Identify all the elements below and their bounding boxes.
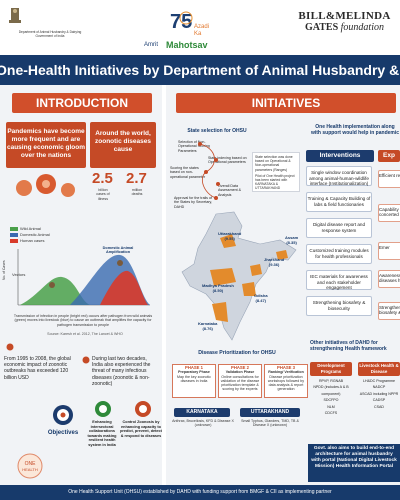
step-scoring: Scoring the states based on non-operatio… [170, 166, 206, 179]
vectors-label: Vectors [12, 272, 26, 277]
info-bullet-icon [6, 343, 14, 351]
map-label-karnataka: Karnataka (8.76) [198, 321, 218, 331]
expected-header: Exp [378, 150, 400, 162]
objectives-icon [53, 405, 73, 425]
india-map [181, 211, 297, 341]
gates-foundation-logo: BILL&MELINDA GATES foundation [298, 10, 391, 33]
map-label-jharkhand: Jharkhand (9.36) [264, 257, 285, 267]
stat-deaths-label: million deaths [131, 188, 143, 197]
implementation-title: One Health implementation along with sup… [310, 124, 400, 136]
karnataka-badge: KARNATAKA [174, 408, 230, 417]
selection-flow-arrows [198, 142, 220, 200]
stat-deaths-value: 2.7 [126, 170, 147, 187]
interventions-header: Interventions [306, 150, 374, 162]
map-label-assam: Assam (8.35) [285, 235, 299, 245]
initiatives-heading: INITIATIVES [176, 93, 396, 113]
expected-list: Efficient response Capability & concerte… [378, 166, 400, 336]
chart-source: Source: Karesh et al. 2012, The Lancet &… [47, 332, 123, 336]
legend-wild: Wild Animal [10, 226, 41, 231]
intervention-item: IEC materials for awareness and each sta… [306, 270, 372, 290]
svg-text:Amrit: Amrit [144, 42, 158, 48]
expected-item: Capability & concerted strength [378, 204, 400, 222]
uttarakhand-diseases: Small Typhus, Glanders, TMD, TB & Diseas… [241, 419, 299, 428]
info-bullet-icon [82, 356, 90, 364]
introduction-heading: INTRODUCTION [12, 93, 152, 113]
zoonotic-stats: 2.5 billion cases of illness 2.7 million de… [88, 170, 162, 210]
transmission-diagram [17, 249, 150, 306]
legend-domestic: Domestic Animal [10, 232, 50, 237]
legend-human: Human cases [10, 238, 44, 243]
footer-banner: One Health Support Unit (OHSU) establish… [0, 485, 400, 500]
expected-item: Awareness diseases high risk [378, 270, 400, 288]
title-banner: One-Health Initiatives by Department of … [0, 55, 400, 85]
intervention-item: Single window coordination among animal-… [306, 166, 372, 186]
svg-text:Ka: Ka [194, 31, 202, 37]
other-initiatives-title: Other initiatives of DAHD for strengthen… [310, 340, 387, 352]
stat-cases-label: billion cases of illness [96, 188, 110, 201]
intervention-item: Training & Capacity Building of labs & f… [306, 192, 372, 212]
state-selection-title: State selection for OHSU [187, 128, 247, 134]
azadi-ka-amrit-mahotsav-logo: 75 Azadi Ka Amrit Mahotsav [144, 11, 209, 50]
svg-text:Azadi: Azadi [194, 24, 209, 30]
development-programs-header: Development Programs [310, 362, 352, 376]
step-assessment: Overall Data Assessment & Analysis [218, 184, 241, 197]
svg-text:Mahotsav: Mahotsav [166, 40, 208, 50]
phase-2-card: PHASE 2 Validation Phase Online consulta… [218, 364, 262, 398]
step-non-operational: Selection of Non-Operational Scoring Par… [178, 140, 210, 153]
virus-icon [16, 174, 75, 197]
map-label-uttarakhand: Uttarakhand (9.55) [218, 231, 242, 241]
objective-collaboration: Enhancing intersectoral collaborations t… [87, 420, 117, 447]
collaboration-icon [95, 401, 111, 417]
expected-item: Strengthening biosafety & [378, 302, 400, 320]
economic-impact-text: From 1995 to 2008, the global economic i… [4, 356, 71, 381]
header: Department of Animal Husbandry & Dairyin… [0, 0, 400, 55]
objective-control-zoonosis: Control Zoonosis by enhancing capacity t… [120, 420, 162, 438]
uttarakhand-badge: UTTARAKHAND [240, 408, 300, 417]
svg-text:HEALTH: HEALTH [22, 467, 38, 472]
stat-cases-value: 2.5 [92, 170, 113, 187]
intervention-item: Strengthening biosafety & biosecurity [306, 296, 372, 316]
development-programs-list: RPVP, RGNAB NPDD (includes A & B compone… [313, 379, 349, 416]
chart-axis-label: No. of Cases [2, 260, 6, 280]
national-emblem-icon [9, 8, 21, 23]
selection-note-box: State selection was done based on Operat… [252, 152, 300, 192]
svg-text:ONE: ONE [25, 461, 37, 467]
step-approval: Approval for the trails of the States by… [174, 196, 213, 209]
livestock-health-header: Livestock Health & Disease [358, 362, 400, 376]
zoonotic-box: Around the world, zoonotic diseases caus… [90, 122, 156, 168]
one-health-seal-icon: ONE HEALTH [17, 453, 43, 479]
phase-1-card: PHASE 1 Preparatory Phase Map the key zo… [172, 364, 216, 398]
map-label-madhya-pradesh: Madhya Pradesh (8.50) [202, 283, 234, 293]
expected-item: Emer [378, 242, 400, 260]
step-operational-indexing: State indexing based on Operational para… [208, 156, 247, 165]
intervention-item: Customized training modules for health p… [306, 244, 372, 264]
india-threat-text: During last two decades, India also expe… [92, 356, 151, 387]
domestic-amplification-label: Domestic Animal Amplification [102, 246, 134, 255]
govt-architecture-box: Govt. also aims to build end-to-end arch… [308, 444, 400, 482]
ministry-name: Department of Animal Husbandry & Dairyin… [18, 30, 82, 38]
map-label-odisha: Odisha (8.47) [254, 293, 268, 303]
objectives-label: Objectives [47, 430, 79, 436]
phase-3-card: PHASE 3 Ranking/ Verification Disease pr… [264, 364, 308, 398]
prioritization-title: Disease Prioritization for OHSU [198, 350, 276, 356]
interventions-list: Single window coordination among animal-… [306, 166, 374, 336]
chart-caption: Transmission of infection in people (bri… [13, 314, 153, 327]
expected-item: Efficient response [378, 170, 400, 188]
page-title: One-Health Initiatives by Department of … [0, 62, 400, 78]
intervention-item: Digital disease report and response syst… [306, 218, 372, 238]
pandemics-box: Pandemics have become more frequent and … [6, 122, 86, 168]
karnataka-diseases: Anthrax, Brucellosis, KFD & Disease X (u… [172, 419, 234, 428]
livestock-health-list: LH&DC Programme NADCP ASCAD including NP… [359, 379, 399, 409]
control-zoonosis-icon [135, 401, 151, 417]
